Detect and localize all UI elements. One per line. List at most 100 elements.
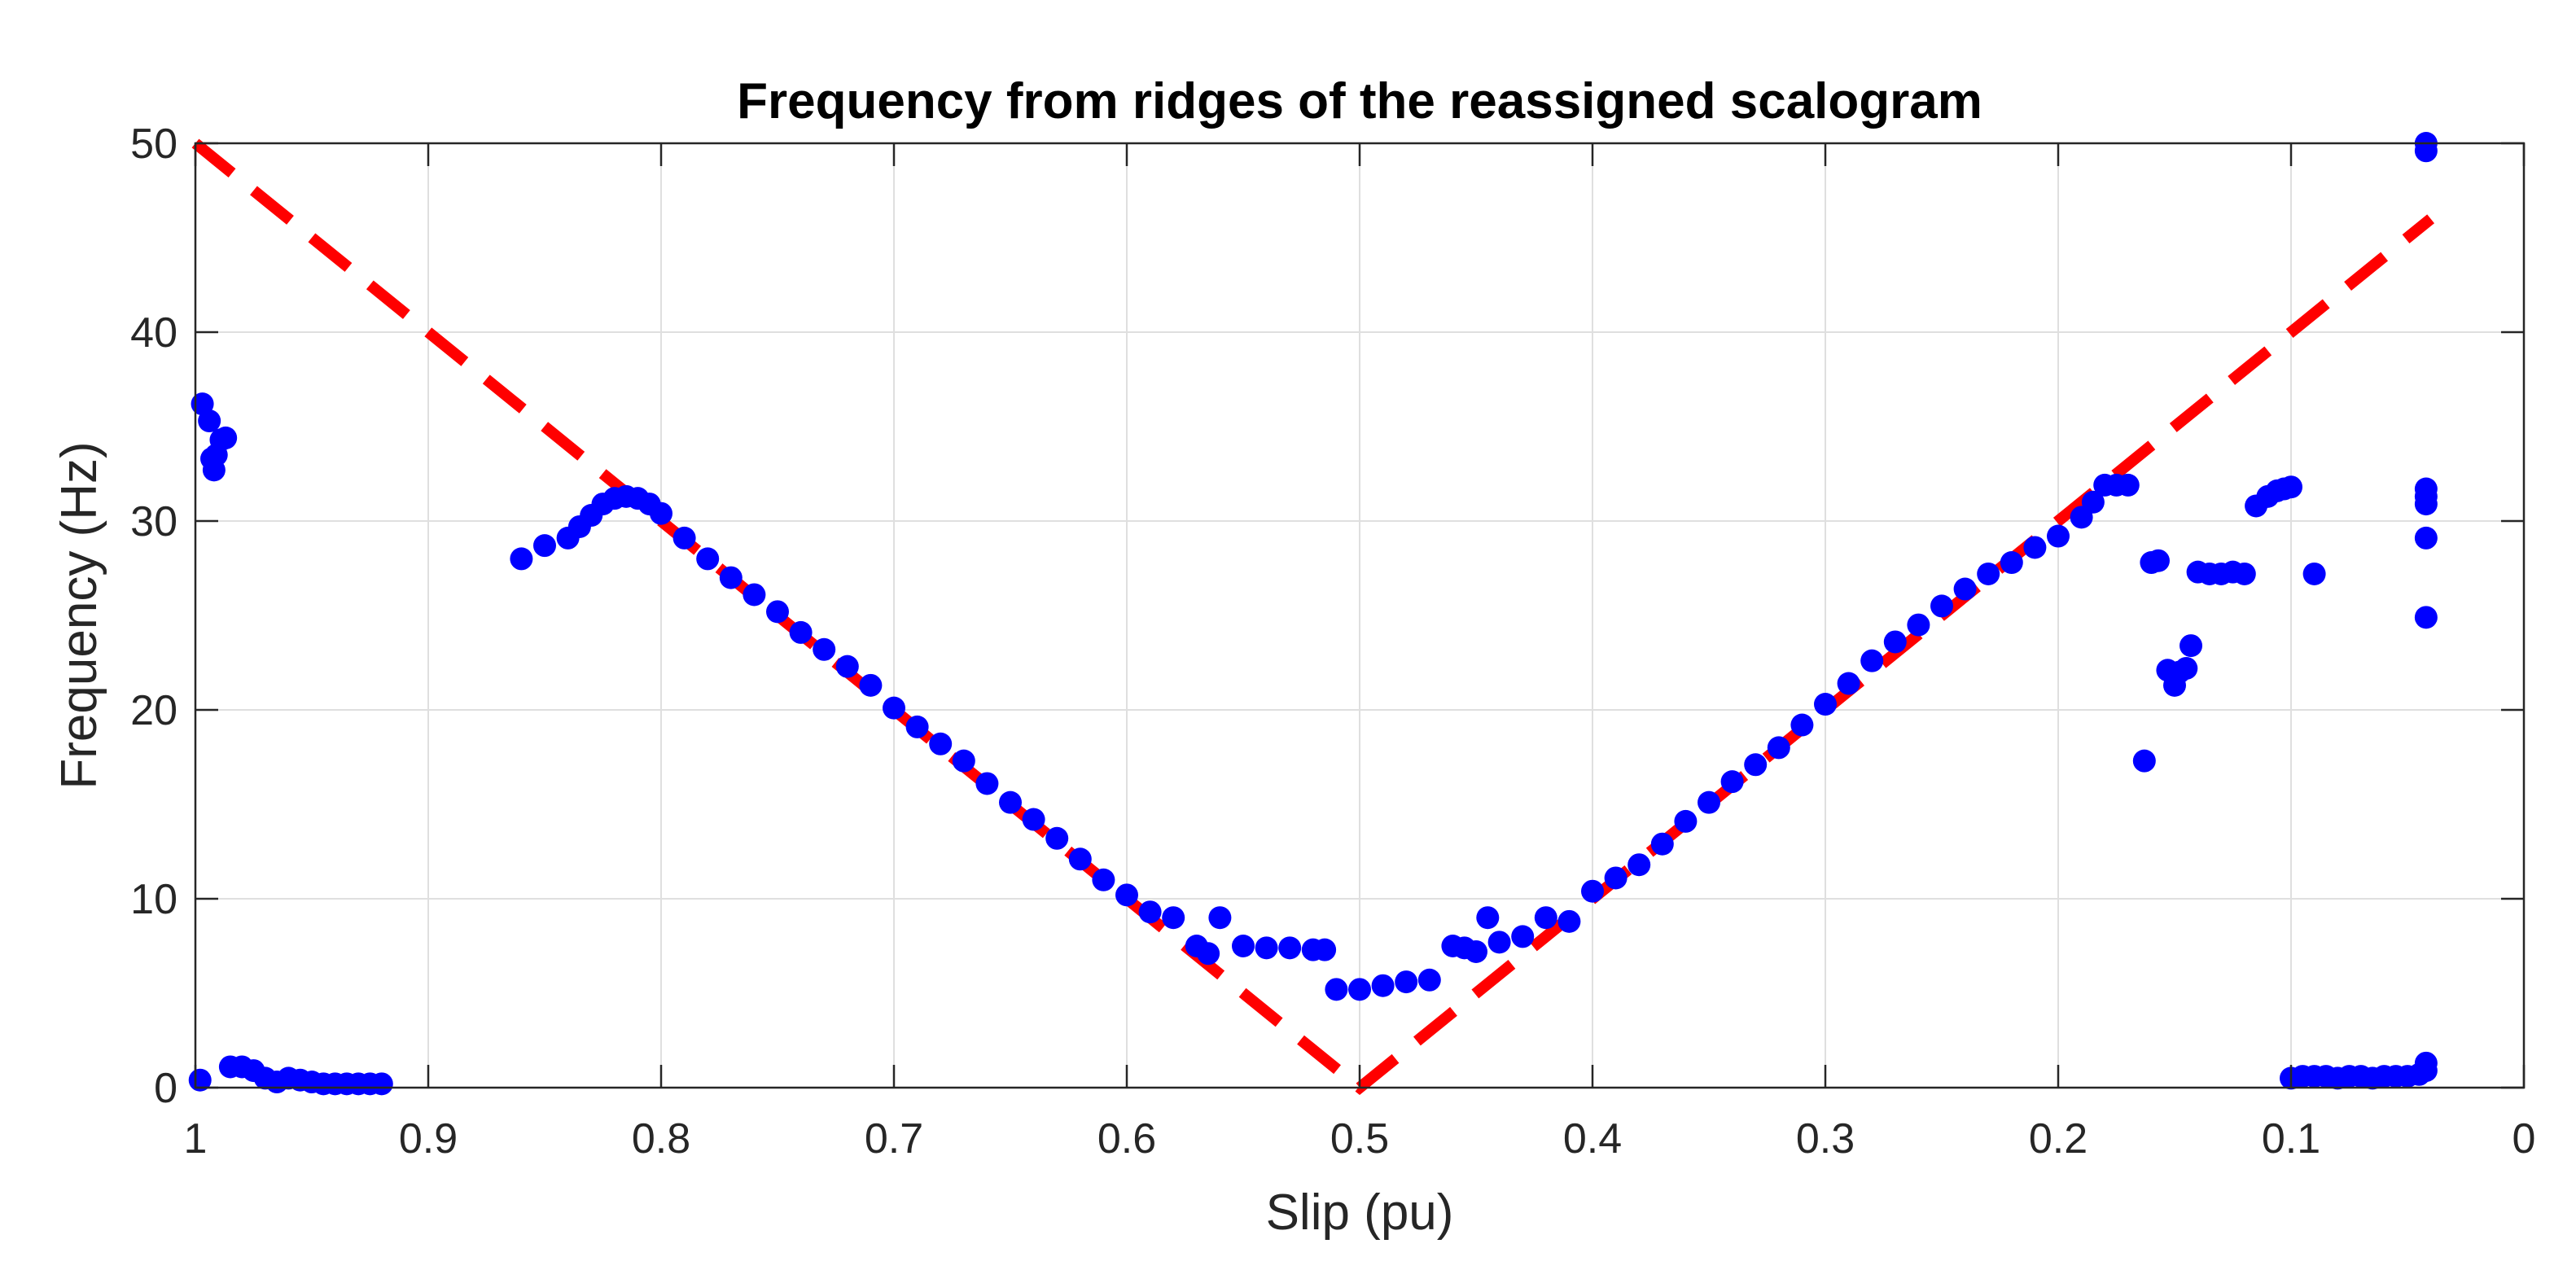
ridge-point [2414,493,2438,516]
ridge-point [2175,656,2198,680]
x-tick-label: 0.1 [2262,1115,2320,1163]
x-tick-label: 0.8 [632,1115,690,1163]
ridge-point [905,715,929,738]
ridge-point [2414,606,2438,629]
ridge-point [2414,1059,2438,1083]
ridge-point [789,620,813,644]
ridge-point [2081,490,2105,514]
grid [195,143,2524,1088]
ridge-point [929,732,953,755]
x-tick-label: 0.9 [399,1115,458,1163]
ridge-point [1417,968,1441,992]
y-tick-label: 10 [130,876,177,923]
ridge-point [650,501,672,525]
ridge-point [510,547,533,571]
y-tick-label: 30 [130,498,177,545]
ridge-point [1476,906,1500,930]
ridge-point [1581,879,1604,903]
ridge-point [672,526,696,550]
ridge-point [999,790,1022,814]
x-axis-label: Slip (pu) [1266,1185,1454,1241]
ridge-point [2047,524,2070,548]
ridge-point [1650,832,1674,856]
x-tick-label: 0 [2512,1115,2536,1163]
y-tick-labels: 0 10 20 30 40 50 [130,120,177,1112]
ridge-point [1744,753,1768,777]
ridge-point [975,772,999,795]
ridge-point [835,655,859,678]
x-tick-label: 1 [184,1115,208,1163]
ridge-point [2023,536,2047,559]
ridge-point [370,1072,393,1096]
x-tick-label: 0.5 [1330,1115,1389,1163]
ridge-point [1511,925,1535,948]
ridge-point [1814,693,1837,716]
ridge-point [1557,909,1581,933]
ridge-point [1860,649,1884,672]
ridge-point [198,409,221,433]
ridge-point [1930,594,1953,618]
x-tick-label: 0.3 [1796,1115,1855,1163]
ridge-point [2146,549,2170,572]
ridge-point [813,637,836,661]
ridge-point [1837,672,1860,695]
x-tick-label: 0.4 [1563,1115,1622,1163]
ridge-point [1604,866,1628,890]
ridge-point [883,696,905,720]
ridge-point [2000,551,2023,575]
ridge-point [188,1068,212,1092]
ridge-point [719,566,743,589]
ridge-point [1953,577,1977,601]
ridge-point [2132,749,2156,773]
ridge-point [1371,974,1395,997]
ridge-point [1348,978,1371,1001]
ridge-point [1907,613,1930,637]
ridge-point [859,673,883,697]
ridge-point [1022,808,1045,831]
y-tick-label: 20 [130,687,177,734]
ridge-point [1255,936,1278,960]
ridge-point [1115,883,1138,907]
y-axis-label: Frequency (Hz) [51,441,107,789]
x-tick-label: 0.7 [865,1115,923,1163]
ridge-point [1278,936,1302,960]
ridge-point [1395,970,1418,994]
ridge-point [1208,906,1232,930]
x-tick-label: 0.6 [1097,1115,1156,1163]
ridge-point [1162,906,1185,930]
ridge-point [1883,630,1907,654]
x-tick-label: 0.2 [2029,1115,2088,1163]
y-tick-label: 40 [130,309,177,357]
ridge-point [2232,562,2256,585]
ridge-point [696,547,720,571]
ridge-point [2414,139,2438,163]
ridge-point [1674,809,1698,833]
ridge-point [1138,900,1162,924]
ridge-point [952,749,975,773]
ridge-points-group [188,132,2438,1096]
ridge-point [1487,931,1511,954]
ridge-point [1325,978,1348,1001]
y-tick-label: 50 [130,120,177,168]
ridge-point [743,583,766,607]
ridge-point [1720,770,1744,794]
ridge-point [1313,938,1337,961]
ridge-point [766,600,789,624]
ridge-point [2302,562,2326,585]
ridge-point [1698,790,1720,814]
ridge-point [1068,847,1092,871]
ridge-point [1045,826,1069,850]
ridge-point [1790,713,1814,737]
ridge-point [533,534,556,558]
ridge-point [214,426,238,449]
ridge-point [1534,906,1557,930]
ridge-point [1628,853,1651,877]
ridge-point [1465,939,1487,963]
x-tick-labels: 1 0.9 0.8 0.7 0.6 0.5 0.4 0.3 0.2 0.1 0 [184,1115,2536,1163]
ridge-point [1767,736,1790,760]
ridge-point [1232,935,1255,957]
ridge-point [2414,526,2438,550]
ridge-point [2280,475,2302,499]
ridge-point [2116,473,2140,497]
